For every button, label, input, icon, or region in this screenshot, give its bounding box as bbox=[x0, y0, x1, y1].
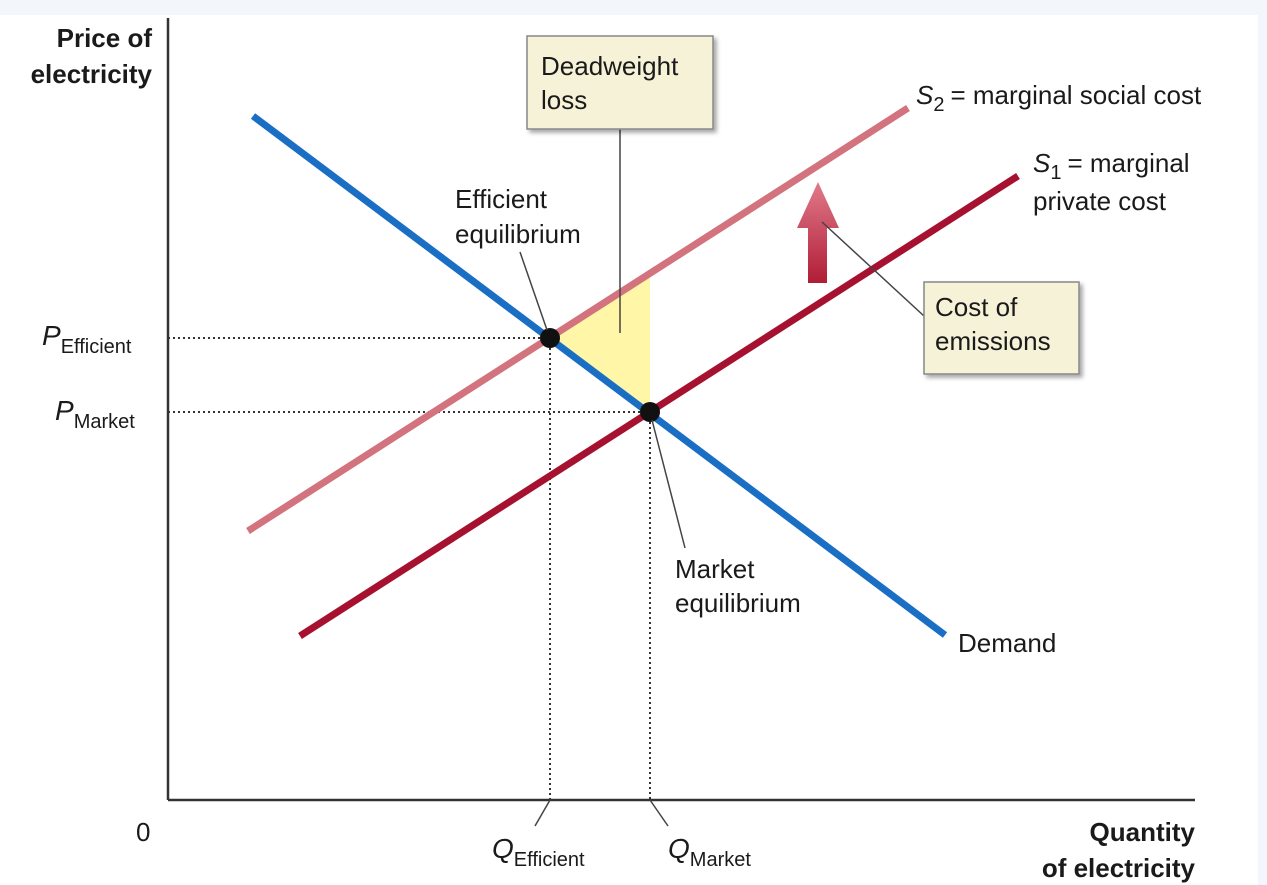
leader bbox=[649, 799, 669, 827]
annotation: Efficient bbox=[455, 184, 548, 214]
price-label: PMarket bbox=[55, 395, 135, 433]
panel bbox=[0, 15, 1258, 885]
annotation: equilibrium bbox=[455, 219, 581, 249]
demand-curve bbox=[250, 113, 948, 638]
y-axis-label: electricity bbox=[31, 59, 153, 89]
leader bbox=[534, 799, 551, 827]
demand-label: Demand bbox=[958, 628, 1056, 658]
callout-box bbox=[526, 35, 714, 130]
symbol: P bbox=[55, 395, 74, 426]
annotation: Deadweight bbox=[541, 51, 679, 81]
x-axis-label: of electricity bbox=[1042, 853, 1196, 883]
leader bbox=[821, 221, 925, 317]
subscript: 1 bbox=[1050, 162, 1061, 184]
subscript: Efficient bbox=[514, 849, 585, 871]
quantity-label: QEfficient bbox=[492, 833, 585, 871]
efficient-point bbox=[540, 328, 560, 348]
symbol: S bbox=[916, 80, 934, 110]
subscript: 2 bbox=[933, 94, 944, 116]
y-axis-label: Price of bbox=[57, 23, 153, 53]
symbol: Q bbox=[492, 833, 514, 864]
deadweight-area bbox=[550, 273, 650, 412]
shift-arrow bbox=[797, 182, 839, 283]
symbol: Q bbox=[668, 833, 690, 864]
market-point bbox=[640, 402, 660, 422]
leader bbox=[651, 419, 686, 549]
label: = marginal social cost bbox=[950, 80, 1201, 110]
symbol: P bbox=[42, 320, 61, 351]
annotation: Market bbox=[675, 554, 755, 584]
annotation: loss bbox=[541, 85, 587, 115]
subscript: Efficient bbox=[61, 336, 132, 358]
s1-label: S1 = marginal bbox=[1033, 148, 1190, 184]
price-label: PEfficient bbox=[42, 320, 132, 358]
s1-label: private cost bbox=[1033, 186, 1167, 216]
origin-label: 0 bbox=[136, 817, 150, 847]
symbol: S bbox=[1033, 148, 1051, 178]
x-axis-label: Quantity bbox=[1090, 817, 1196, 847]
subscript: Market bbox=[690, 849, 752, 871]
s1-curve bbox=[298, 173, 1020, 639]
label: = marginal bbox=[1067, 148, 1189, 178]
annotation: Cost of bbox=[935, 292, 1018, 322]
subscript: Market bbox=[74, 411, 136, 433]
s2-label: S2 = marginal social cost bbox=[916, 80, 1202, 116]
s2-curve bbox=[246, 105, 910, 534]
annotation: emissions bbox=[935, 326, 1051, 356]
annotation: equilibrium bbox=[675, 588, 801, 618]
leader bbox=[519, 251, 548, 331]
quantity-label: QMarket bbox=[668, 833, 751, 871]
callout-box bbox=[923, 281, 1080, 375]
